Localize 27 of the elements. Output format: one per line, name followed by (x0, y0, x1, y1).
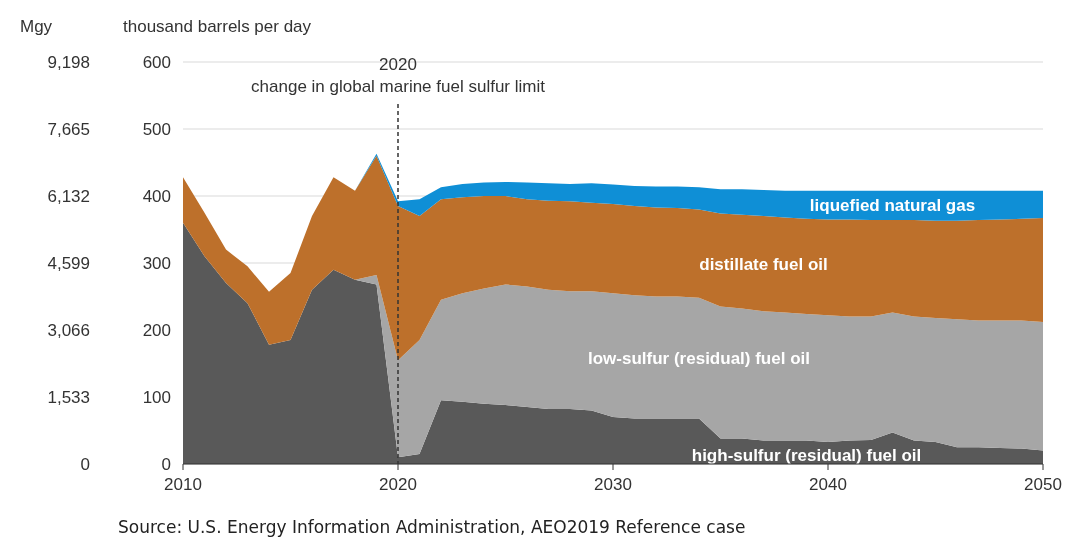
y2-tick-label: 7,665 (47, 119, 90, 139)
y-tick-label: 400 (142, 186, 171, 206)
y-axis-title: thousand barrels per day (123, 17, 312, 36)
series-label: low-sulfur (residual) fuel oil (588, 349, 810, 369)
series-label: high-sulfur (residual) fuel oil (691, 445, 922, 465)
y-tick-label: 200 (142, 320, 171, 340)
y2-tick-label: 4,599 (47, 253, 90, 273)
x-tick-label: 2010 (164, 475, 202, 494)
x-tick-label: 2030 (594, 475, 632, 494)
x-tick-label: 2050 (1024, 475, 1062, 494)
y-tick-label: 100 (142, 387, 171, 407)
y2-tick-label: 3,066 (47, 320, 90, 340)
series-label: liquefied natural gas (809, 196, 976, 216)
series-label: distillate fuel oil (699, 254, 828, 274)
y2-tick-label: 0 (80, 454, 90, 474)
y-tick-label: 0 (161, 454, 171, 474)
y2-tick-label: 9,198 (47, 52, 90, 72)
source-note: Source: U.S. Energy Information Administration, AEO2019 Reference case (118, 517, 746, 537)
y2-tick-label: 6,132 (47, 186, 90, 206)
y-tick-label: 600 (142, 52, 171, 72)
y-tick-label: 500 (142, 119, 171, 139)
x-tick-label: 2020 (379, 475, 417, 494)
y2-tick-label: 1,533 (47, 387, 90, 407)
ref-line-label: 2020 change in global marine fuel sulfur limit (251, 55, 546, 96)
y2-axis-title: Mgy (20, 17, 53, 36)
y-tick-label: 300 (142, 253, 171, 273)
x-tick-label: 2040 (809, 475, 847, 494)
